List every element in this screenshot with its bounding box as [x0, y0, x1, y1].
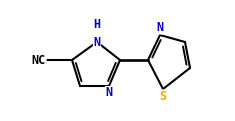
Text: N: N — [157, 21, 164, 34]
Text: N: N — [94, 35, 101, 49]
Text: N: N — [106, 87, 113, 99]
Text: S: S — [159, 90, 167, 103]
Text: H: H — [94, 18, 101, 30]
Text: NC: NC — [32, 53, 46, 67]
